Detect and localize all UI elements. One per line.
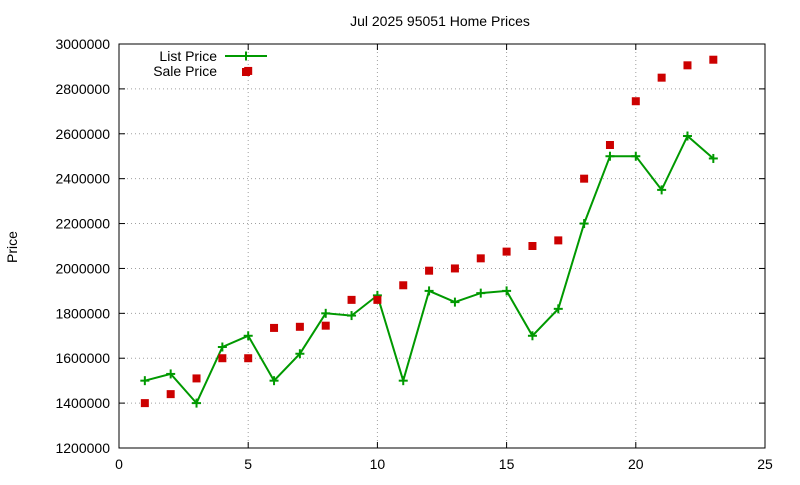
y-tick-label: 2000000 [55,260,110,276]
y-tick-label: 2800000 [55,81,110,97]
sale-price-point [657,73,666,82]
sale-price-point [502,247,511,256]
list-price-point [682,131,692,141]
list-price-point [424,286,434,296]
sale-price-point [683,61,692,70]
legend-marker-sale-price [242,68,250,76]
sale-price-point [554,236,563,245]
axis-ticks: 0 5 10 15 20 25 1200000 1400000 1600000 1800000 20… [55,36,773,472]
series-layer [140,55,718,408]
list-price-point [579,219,589,229]
x-tick-label: 0 [115,456,123,472]
sale-price-point [321,321,330,330]
list-price-point [450,297,460,307]
legend-marker-list-price [241,51,251,61]
x-tick-label: 20 [628,456,644,472]
list-price-point [295,349,305,359]
y-tick-label: 1800000 [55,305,110,321]
list-price-point [347,311,357,321]
y-tick-label: 1400000 [55,395,110,411]
sale-price-point [580,174,589,183]
list-price-point [398,376,408,386]
list-price-point [605,151,615,161]
y-tick-label: 2200000 [55,216,110,232]
sale-price-point [244,354,253,363]
list-price-point [217,342,227,352]
sale-price-point [347,295,356,304]
sale-price-point [528,242,537,250]
list-price-point [527,331,537,341]
x-tick-label: 5 [244,456,252,472]
sale-price-point [605,141,614,149]
sale-price-point [270,323,279,332]
sale-price-point [709,55,718,64]
sale-price-point [373,295,382,304]
y-tick-label: 2600000 [55,126,110,142]
sale-price-point [425,266,434,275]
sale-price-point [295,322,304,331]
legend: List Price Sale Price [153,48,267,79]
list-price-point [269,376,279,386]
sale-price-point [192,374,201,383]
legend-label-sale-price: Sale Price [153,63,217,79]
sale-price-point [218,354,227,363]
sale-price-point [166,390,175,399]
y-tick-label: 2400000 [55,171,110,187]
list-price-point [321,308,331,318]
x-tick-label: 25 [757,456,773,472]
chart-title: Jul 2025 95051 Home Prices [350,13,530,29]
list-price-point [476,288,486,298]
list-price-point [243,331,253,341]
list-price-point [657,185,667,195]
list-price-point [631,151,641,161]
x-tick-label: 15 [499,456,515,472]
plot-frame [118,43,766,449]
list-price-point [502,286,512,296]
list-price-point [708,153,718,163]
list-price-point [553,304,563,314]
y-tick-label: 1600000 [55,350,110,366]
grid-lines [119,44,765,448]
list-price-point [140,376,150,386]
x-tick-label: 10 [370,456,386,472]
y-tick-label: 1200000 [55,440,110,456]
sale-price-point [450,264,459,273]
legend-label-list-price: List Price [159,48,217,64]
sale-price-point [399,281,408,290]
list-price-point [166,369,176,379]
sale-price-point [140,399,149,408]
y-axis-label: Price [4,231,20,263]
sale-price-point [476,254,485,263]
list-price-point [192,398,202,408]
sale-price-point [631,97,640,106]
y-tick-label: 3000000 [55,36,110,52]
